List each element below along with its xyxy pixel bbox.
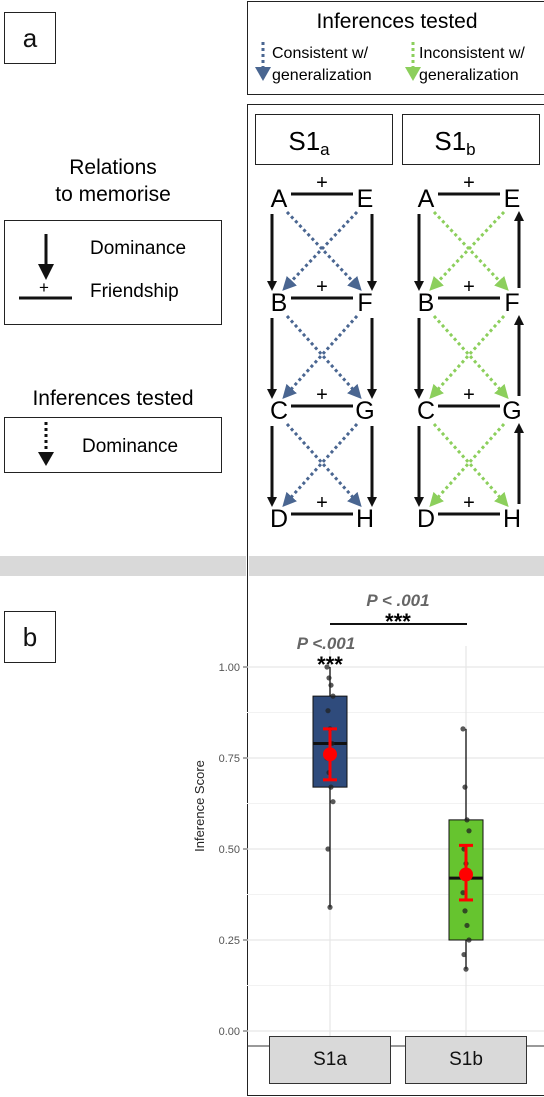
relations-box [4, 220, 222, 325]
inconsistent-label-1: Inconsistent w/ [419, 45, 525, 62]
node-B: B [418, 289, 435, 317]
consistent-label-2: generalization [272, 67, 372, 84]
inferences-box [4, 417, 222, 473]
y-tick-label: 0.00 [219, 1026, 240, 1038]
inference-score-chart: P < .001 *** P <.001 *** [247, 591, 544, 1047]
data-point [328, 682, 334, 688]
node-A: A [418, 185, 435, 213]
friendship-plus: + [316, 492, 328, 514]
y-tick-label: 1.00 [219, 662, 240, 674]
y-tick-label: 0.25 [219, 935, 240, 947]
friendship-plus: + [463, 492, 475, 514]
node-G: G [355, 397, 374, 425]
node-F: F [504, 289, 519, 317]
data-point [325, 846, 331, 852]
data-point [460, 726, 466, 732]
data-point [327, 904, 333, 910]
x-label-s1a: S1a [269, 1036, 391, 1084]
inferences-title: Inferences tested [32, 387, 193, 410]
data-point [464, 922, 470, 929]
data-point [324, 664, 330, 670]
relations-title-2: to memorise [55, 183, 171, 206]
x-label-s1b: S1b [405, 1036, 527, 1084]
node-F: F [357, 289, 372, 317]
y-axis: Inference Score 0.00 0.25 0.50 0.75 1.00 [192, 662, 247, 1038]
data-point [460, 890, 466, 896]
separator-left [0, 556, 246, 576]
consistent-arrowhead-icon [255, 67, 271, 81]
data-point [330, 799, 336, 805]
scheme-s1b-box [402, 114, 540, 165]
data-point [466, 937, 472, 943]
inference-arrowhead-icon [38, 452, 54, 466]
panel-b-label: b [4, 611, 56, 663]
node-D: D [270, 505, 288, 533]
separator-right [249, 556, 544, 576]
friendship-label: Friendship [90, 281, 179, 302]
mean-point [459, 867, 473, 882]
node-H: H [503, 505, 521, 533]
scheme-s1a-box [255, 114, 393, 165]
node-C: C [270, 397, 288, 425]
right-frame [247, 104, 544, 1096]
data-point [461, 951, 467, 958]
panel-a-label: a [4, 12, 56, 64]
friendship-plus: + [463, 384, 475, 406]
data-point [464, 817, 470, 823]
data-point [325, 708, 331, 714]
friendship-plus: + [463, 172, 475, 194]
data-point [330, 693, 336, 699]
data-point [463, 966, 469, 972]
node-H: H [356, 505, 374, 533]
relations-legend: Relations to memorise Dominance + Friend… [4, 156, 222, 473]
inconsistent-arrowhead-icon [405, 67, 421, 81]
node-D: D [417, 505, 435, 533]
friendship-plus: + [39, 278, 49, 297]
mean-point [323, 747, 337, 762]
legend-title: Inferences tested [316, 10, 477, 33]
scheme-s1b-title: S1b [434, 126, 475, 159]
friendship-plus: + [316, 384, 328, 406]
inferences-legend-box [247, 1, 544, 95]
data-point [462, 784, 468, 790]
data-point [326, 675, 332, 681]
inferences-legend: Inferences tested Consistent w/ generali… [255, 10, 525, 84]
scheme-diagrams: S1a S1b A E + B F + C G + D H + A E + B F + C G + D H + [255, 114, 540, 533]
dominance-arrowhead-icon [38, 264, 54, 280]
friendship-plus: + [316, 276, 328, 298]
data-point [466, 828, 472, 834]
y-axis-label: Inference Score [192, 760, 207, 852]
node-E: E [357, 185, 374, 213]
data-point [328, 784, 334, 790]
y-tick-label: 0.50 [219, 844, 240, 856]
sig-overall-p: P < .001 [366, 591, 429, 610]
y-tick-label: 0.75 [219, 753, 240, 765]
node-A: A [271, 185, 288, 213]
scheme-s1a-title: S1a [288, 126, 330, 159]
sig-overall-stars: *** [385, 609, 411, 634]
dominance-label: Dominance [90, 238, 186, 259]
node-C: C [417, 397, 435, 425]
chart-boxes [312, 664, 484, 972]
friendship-plus: + [316, 172, 328, 194]
relations-title-1: Relations [69, 156, 157, 179]
node-E: E [504, 185, 521, 213]
data-point [462, 908, 468, 914]
sig-s1a-p: P <.001 [297, 634, 355, 653]
friendship-plus: + [463, 276, 475, 298]
consistent-label-1: Consistent w/ [272, 45, 369, 62]
scheme-s1b-graph: A E + B F + C G + D H + [414, 172, 524, 533]
inconsistent-label-2: generalization [419, 67, 519, 84]
node-B: B [271, 289, 288, 317]
chart-grid [247, 646, 544, 1047]
node-G: G [502, 397, 521, 425]
scheme-s1a-graph: A E + B F + C G + D H + [267, 172, 377, 533]
sig-s1a-stars: *** [317, 652, 343, 677]
inference-dominance-label: Dominance [82, 436, 178, 457]
